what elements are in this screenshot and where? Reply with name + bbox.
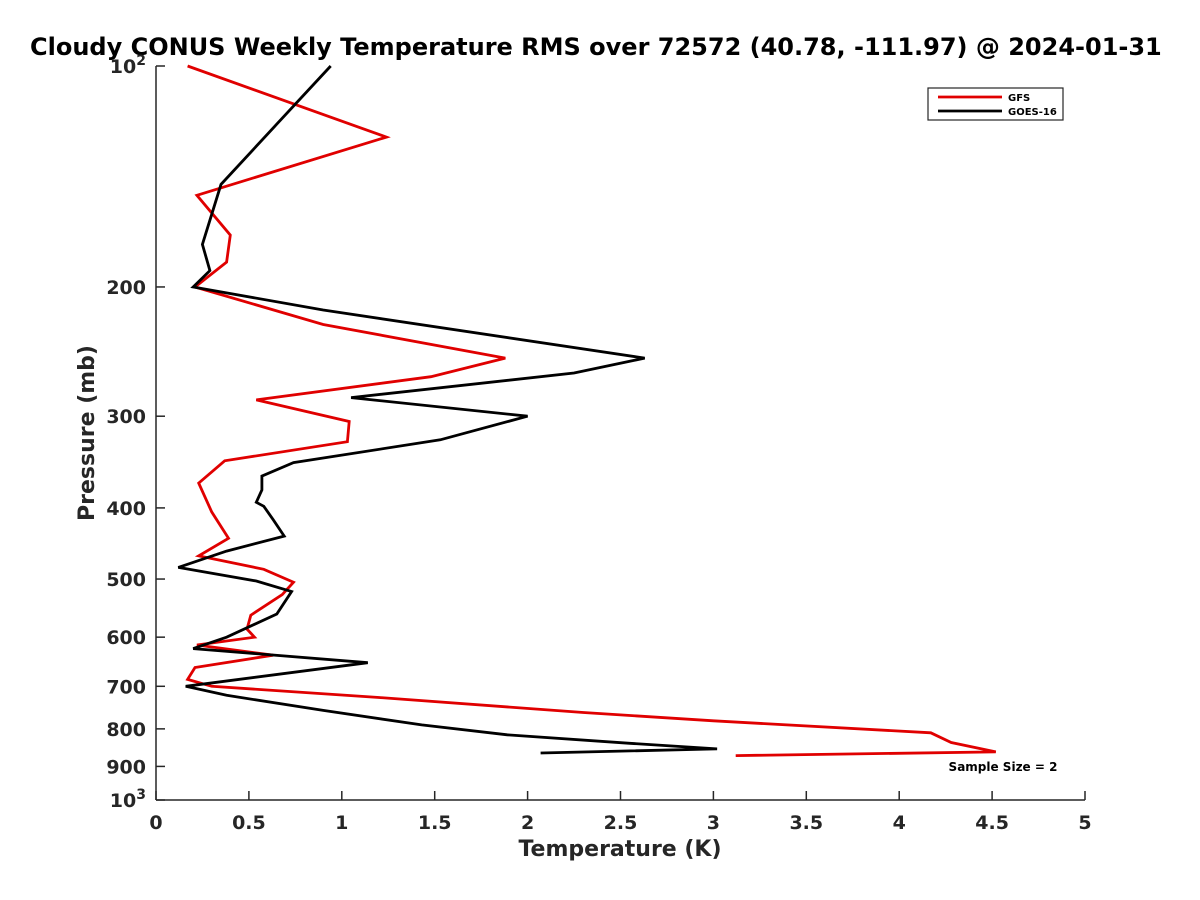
- y-tick-label: 102: [110, 53, 146, 78]
- x-tick-label: 4.5: [975, 812, 1009, 834]
- y-tick-label: 500: [106, 569, 146, 591]
- y-tick-label: 400: [106, 498, 146, 520]
- legend-label: GOES-16: [1008, 107, 1057, 118]
- sample-size-annotation: Sample Size = 2: [949, 760, 1058, 774]
- x-tick-label: 1.5: [418, 812, 452, 834]
- y-tick-label: 300: [106, 406, 146, 428]
- x-tick-label: 2: [521, 812, 534, 834]
- chart-title: Cloudy CONUS Weekly Temperature RMS over…: [30, 33, 1162, 61]
- x-tick-label: 5: [1078, 812, 1091, 834]
- y-axis-label: Pressure (mb): [75, 345, 100, 521]
- legend-label: GFS: [1008, 93, 1030, 104]
- x-tick-label: 4: [893, 812, 906, 834]
- x-tick-label: 0: [149, 812, 162, 834]
- x-tick-label: 0.5: [232, 812, 266, 834]
- plot-lines: [177, 64, 997, 757]
- x-axis-label: Temperature (K): [518, 837, 721, 862]
- y-tick-label: 800: [106, 719, 146, 741]
- x-tick-label: 1: [335, 812, 348, 834]
- y-tick-label: 200: [106, 277, 146, 299]
- x-tick-label: 3: [707, 812, 720, 834]
- legend: GFS GOES-16: [927, 87, 1064, 121]
- series-line-goes-16: [177, 65, 718, 755]
- axes: 0 0.5 1 1.5 2 2.5 3 3.5 4 4.5 5 102 200 300 400 500 600 7…: [106, 53, 1091, 834]
- x-tick-label: 2.5: [604, 812, 638, 834]
- y-tick-label: 103: [110, 787, 146, 812]
- y-tick-label: 600: [106, 627, 146, 649]
- y-tick-label: 700: [106, 676, 146, 698]
- x-tick-label: 3.5: [789, 812, 823, 834]
- series-line-gfs: [185, 64, 997, 757]
- y-tick-label: 900: [106, 756, 146, 778]
- legend-box: [927, 87, 1064, 121]
